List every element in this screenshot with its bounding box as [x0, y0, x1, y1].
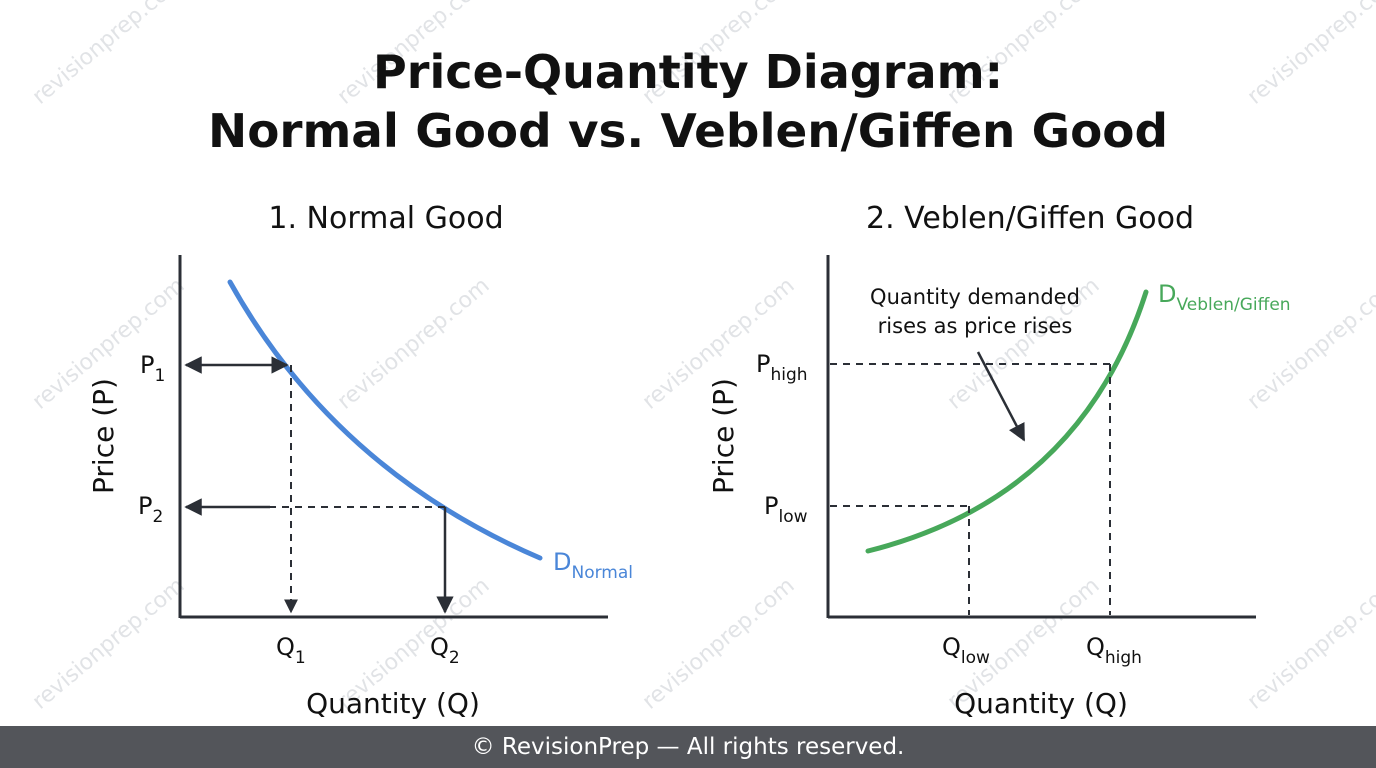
tick-label-q1: Q1 — [276, 633, 306, 668]
watermark: revisionprep.com — [638, 573, 800, 714]
watermark: revisionprep.com — [28, 573, 190, 714]
x-axis-label: Quantity (Q) — [306, 687, 480, 720]
normal-demand-curve — [227, 279, 543, 561]
tick-label-q2: Q2 — [430, 633, 460, 668]
annotation-line-1: Quantity demanded — [870, 285, 1080, 309]
tick-label-p1: P1 — [140, 351, 165, 386]
page-title-line-2: Normal Good vs. Veblen/Giffen Good — [208, 104, 1168, 158]
watermark: revisionprep.com — [28, 0, 190, 110]
watermark: revisionprep.com — [1243, 0, 1376, 110]
footer-bar — [0, 726, 1376, 768]
footer-copyright: © RevisionPrep — All rights reserved. — [471, 734, 905, 760]
tick-label-qlow: Qlow — [942, 633, 990, 668]
curve-label-normal: DNormal — [553, 548, 633, 583]
y-axis-label: Price (P) — [87, 378, 120, 494]
veblen-demand-curve — [865, 289, 1149, 554]
tick-label-qhigh: Qhigh — [1086, 633, 1142, 668]
tick-label-plow: Plow — [764, 492, 808, 527]
panel-title-normal: 1. Normal Good — [268, 201, 503, 236]
annotation-line-2: rises as price rises — [878, 314, 1073, 338]
curve-label-veblen: DVeblen/Giffen — [1158, 280, 1291, 315]
veblen-good-panel: 2. Veblen/Giffen Good Quantity demanded … — [707, 201, 1291, 720]
watermark: revisionprep.com — [1243, 573, 1376, 714]
watermark: revisionprep.com — [333, 273, 495, 414]
panel-title-veblen: 2. Veblen/Giffen Good — [866, 201, 1194, 236]
annotation-arrow — [976, 351, 1026, 442]
x-axis-label: Quantity (Q) — [954, 687, 1128, 720]
y-axis-label: Price (P) — [707, 378, 740, 494]
tick-label-phigh: Phigh — [756, 350, 808, 385]
normal-good-panel: 1. Normal Good P1 P2 Q1 Q2 DNormal Price… — [87, 201, 633, 720]
page-title-line-1: Price-Quantity Diagram: — [373, 45, 1003, 99]
tick-label-p2: P2 — [138, 492, 163, 527]
